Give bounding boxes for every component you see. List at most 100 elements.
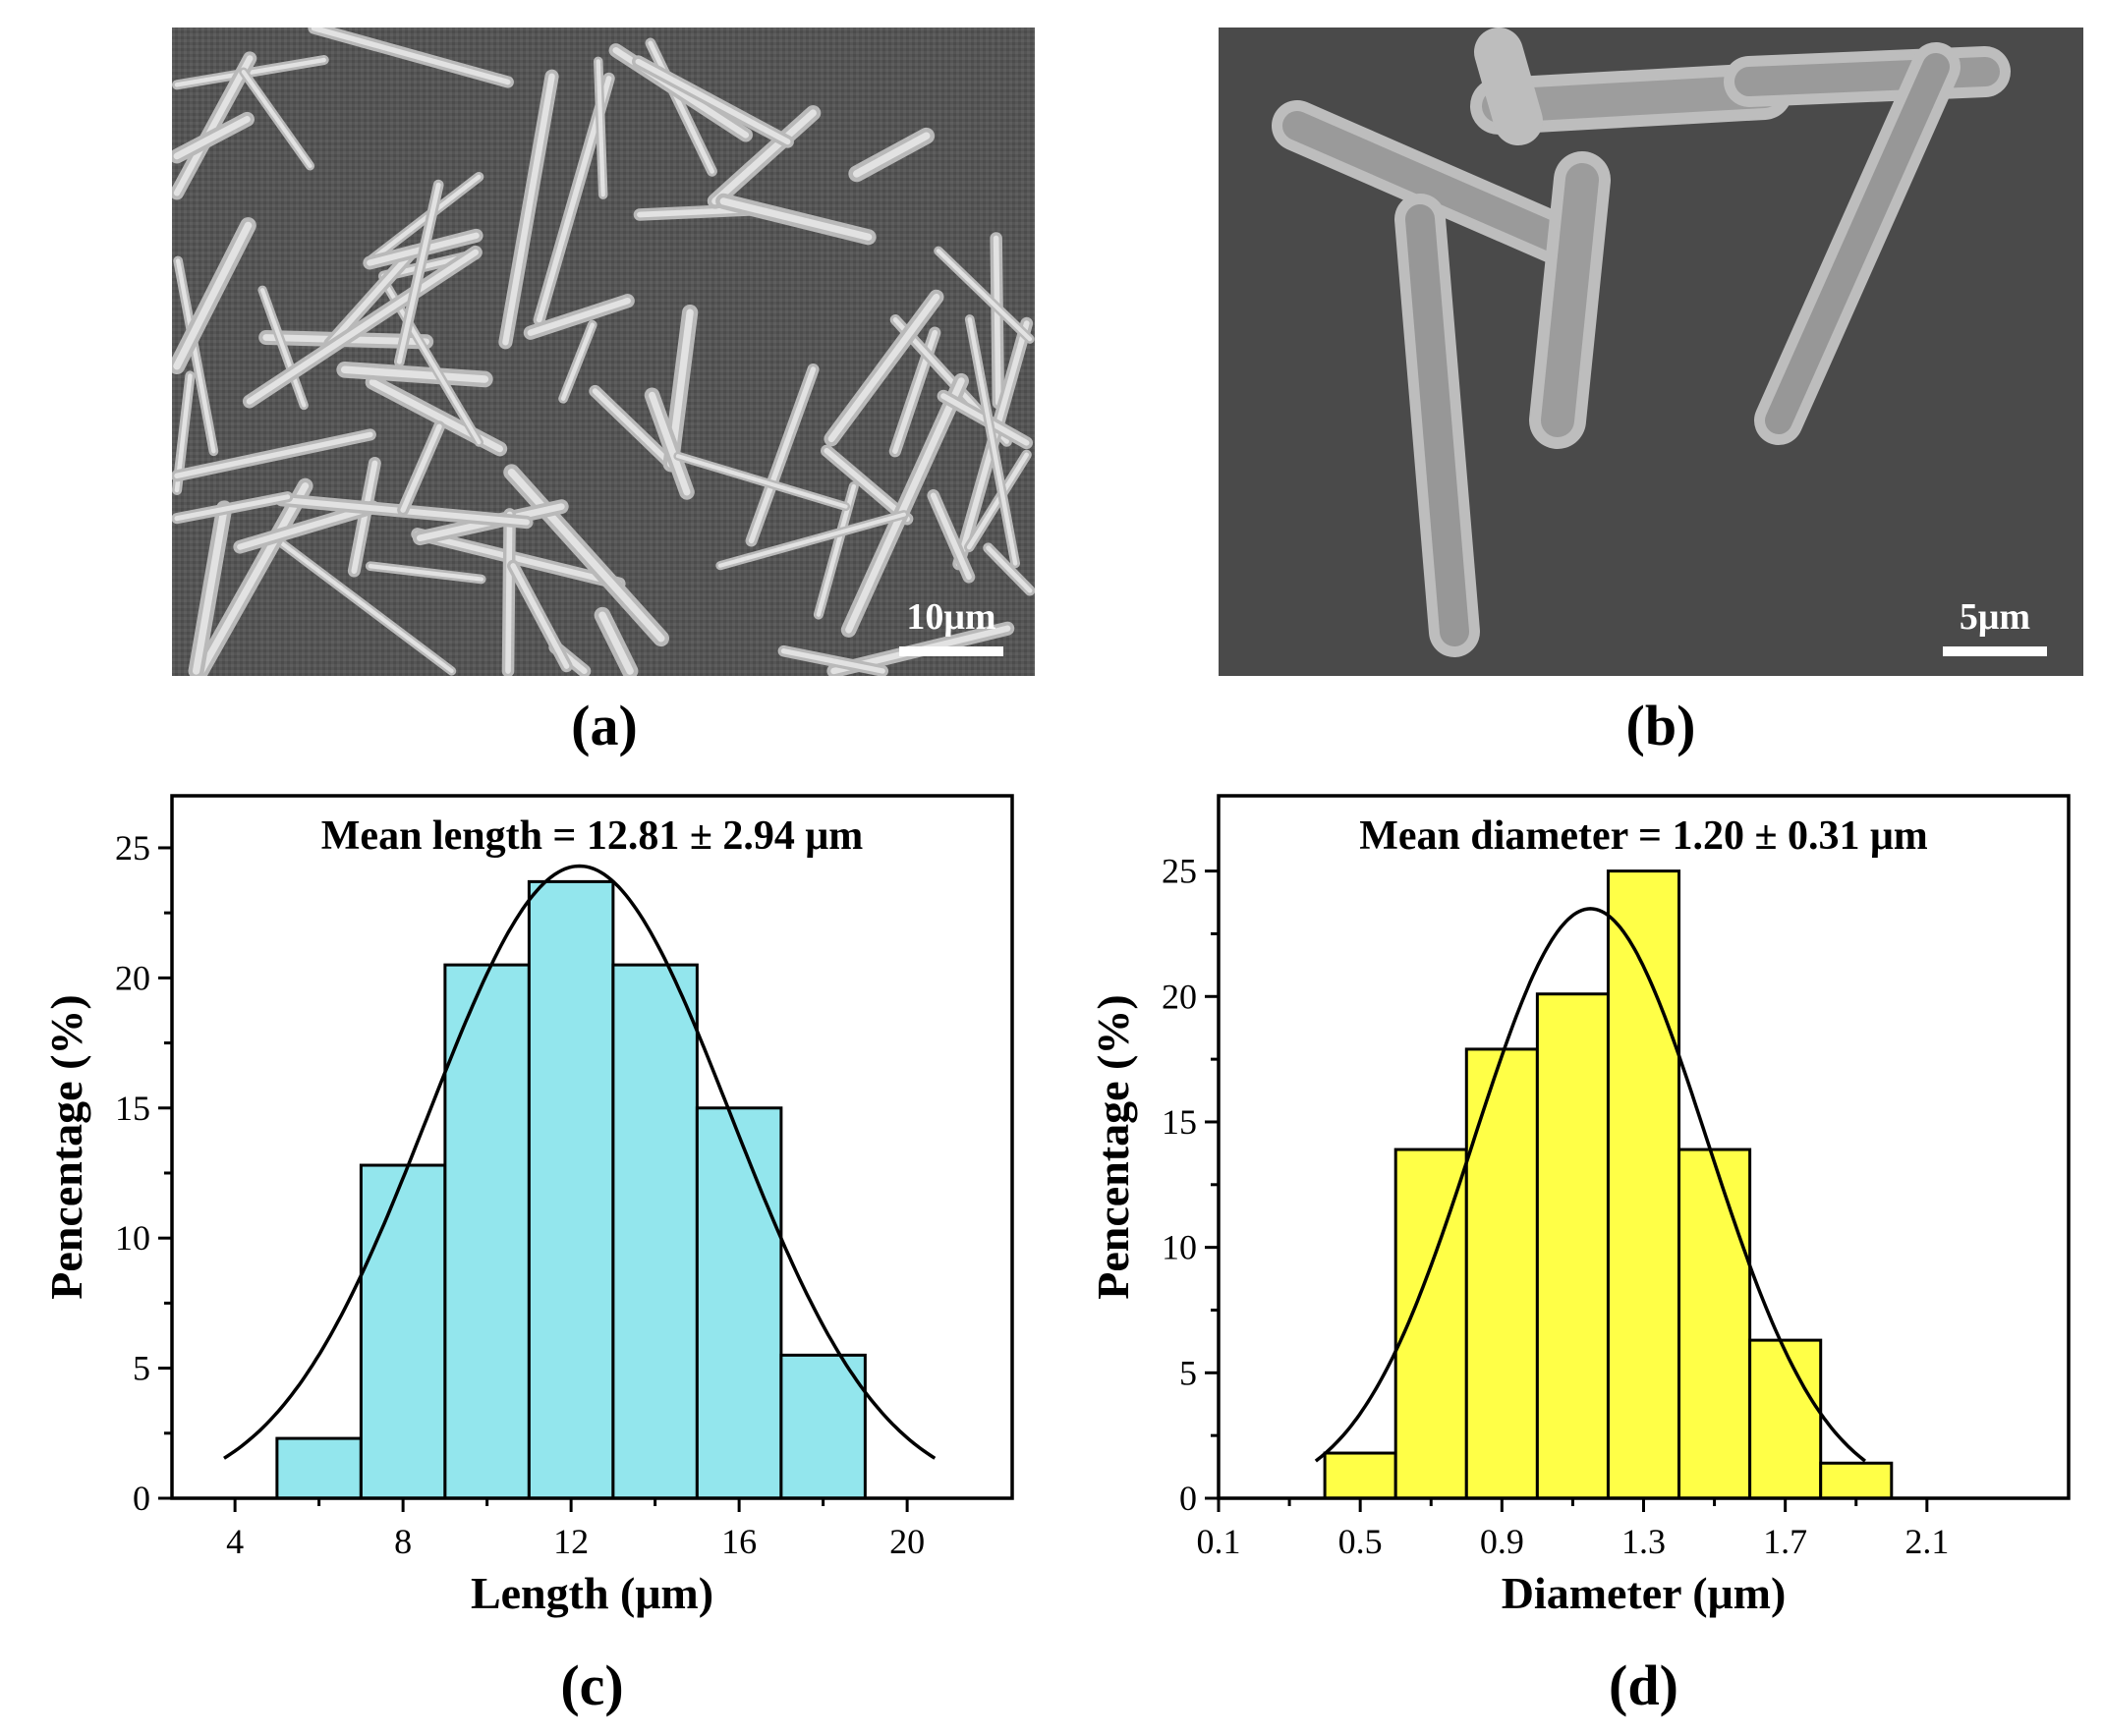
sem-rod-highlight: [311, 28, 511, 85]
sem-rod-highlight: [598, 611, 634, 675]
x-tick-label: 0.9: [1480, 1522, 1524, 1561]
sem-rod-highlight: [174, 57, 326, 87]
sem-rod-highlight: [560, 322, 595, 401]
y-tick-label: 5: [1179, 1353, 1197, 1392]
panel-caption: (d): [1609, 1653, 1678, 1717]
sem-rod-highlight: [192, 504, 228, 675]
histogram-bar: [275, 1436, 363, 1500]
sem-rod-highlight: [648, 40, 714, 174]
chart-title: Mean diameter = 1.20 ± 0.31 μm: [1359, 813, 1928, 859]
sem-rod-highlight: [259, 288, 307, 408]
sem-rod-highlight: [400, 423, 442, 513]
scale-bar-label-b: 5μm: [1960, 596, 2030, 638]
sem-rod-highlight: [198, 482, 310, 675]
histogram-bar: [527, 879, 615, 1500]
sem-rod-highlight: [966, 452, 1029, 550]
sem-rod-highlight: [649, 391, 691, 496]
x-tick-label: 4: [226, 1522, 244, 1561]
sem-rod-highlight: [675, 454, 848, 509]
sem-rod-highlight: [173, 55, 254, 196]
sem-rod-highlight: [930, 492, 972, 581]
sem-rod-highlight: [368, 174, 482, 263]
sem-rod-highlight: [780, 648, 885, 674]
y-axis-title: Pencentage (%): [1088, 994, 1138, 1299]
panel-caption: (c): [560, 1653, 623, 1717]
sem-rod-highlight: [993, 235, 1001, 406]
caption-b: (b): [1625, 694, 1696, 757]
sem-rod-highlight: [717, 512, 906, 568]
sem-rod-highlight: [592, 388, 671, 465]
sem-rod-highlight: [936, 249, 1033, 342]
x-axis-title: Diameter (μm): [1502, 1568, 1787, 1618]
histogram-diameter: 0.1 0.5 0.9 1.3 1.7 2.1 0 5 10 15 20 25 Mean diamete…: [1088, 794, 2071, 1717]
y-tick-label: 25: [1162, 852, 1197, 891]
y-axis-title: Pencentage (%): [41, 994, 91, 1299]
y-tick-label: 25: [115, 828, 150, 868]
sem-rod-highlight: [527, 298, 631, 336]
sem-rod-highlight: [396, 182, 441, 364]
sem-rod-highlight: [505, 511, 513, 674]
x-tick-label: 20: [889, 1522, 925, 1561]
sem-rod-highlight: [824, 448, 910, 523]
sem-rod-highlight: [340, 365, 489, 383]
sem-image-b: 5μm: [1219, 28, 2083, 676]
panel-b: 5μm (b): [1052, 0, 2103, 757]
sem-rod-highlight: [246, 249, 480, 405]
histogram-bar: [359, 1163, 447, 1500]
sem-rod-highlight: [748, 366, 817, 544]
histogram-bar: [611, 963, 699, 1500]
y-tick-label: 5: [133, 1349, 150, 1388]
sem-rod-highlight: [173, 221, 253, 370]
histogram-bar: [779, 1353, 867, 1500]
sem-image-a-drawing: 10μm: [172, 28, 1035, 676]
sem-rod-highlight: [986, 545, 1033, 593]
x-tick-label: 0.1: [1197, 1522, 1241, 1561]
sem-rod-highlight: [241, 70, 313, 168]
sem-rod-highlight: [507, 468, 665, 643]
sem-image-b-drawing: 5μm: [1219, 28, 2083, 676]
histogram-bar: [1606, 869, 1681, 1500]
sem-rod-highlight: [351, 460, 378, 574]
gaussian-fit-line: [223, 864, 937, 1460]
y-tick-label: 20: [1162, 977, 1197, 1016]
sem-rod-highlight: [277, 539, 454, 674]
sem-image-a: 10μm: [172, 28, 1035, 676]
caption-a: (a): [571, 694, 638, 757]
y-tick-label: 15: [1162, 1102, 1197, 1142]
y-tick-label: 10: [1162, 1228, 1197, 1267]
sem-rod-highlight: [719, 197, 873, 241]
histogram-bar: [1323, 1451, 1397, 1500]
sem-rod-highlight: [173, 116, 251, 160]
sem-rod-highlight: [326, 248, 416, 347]
y-tick-label: 0: [133, 1479, 150, 1518]
histogram-length: 4 8 12 16 20 0 5 10 15 20 25 Mean length = 12.81 ± …: [41, 794, 1014, 1717]
x-tick-label: 1.3: [1621, 1522, 1666, 1561]
chart-title: Mean length = 12.81 ± 2.94 μm: [321, 813, 863, 859]
histogram-bar: [695, 1106, 783, 1500]
sem-rod-highlight: [845, 377, 965, 634]
sem-rod-highlight: [174, 494, 291, 522]
scale-bar-b: [1943, 646, 2047, 656]
gaussian-fit-line: [1314, 907, 1866, 1463]
x-tick-label: 1.7: [1763, 1522, 1807, 1561]
y-tick-label: 15: [115, 1089, 150, 1128]
y-tick-label: 0: [1179, 1479, 1197, 1518]
scale-bar-a: [899, 646, 1003, 656]
sem-rod-highlight: [827, 293, 940, 443]
sem-rod-highlight: [237, 504, 376, 550]
y-tick-label: 20: [115, 958, 150, 997]
x-tick-label: 12: [553, 1522, 589, 1561]
histogram-bar: [1535, 992, 1610, 1500]
sem-rod-highlight: [711, 109, 817, 205]
sem-rod-highlight: [510, 563, 570, 669]
x-axis-title: Length (μm): [471, 1568, 713, 1618]
sem-rod-highlight: [414, 531, 623, 587]
sem-rod-highlight: [385, 286, 482, 445]
sem-rod-highlight: [175, 258, 216, 454]
x-tick-label: 0.5: [1338, 1522, 1383, 1561]
scale-bar-label-a: 10μm: [906, 596, 995, 638]
sem-rod-highlight: [853, 132, 931, 178]
sem-rod-highlight: [174, 431, 373, 479]
sem-rod-highlight: [596, 59, 605, 197]
